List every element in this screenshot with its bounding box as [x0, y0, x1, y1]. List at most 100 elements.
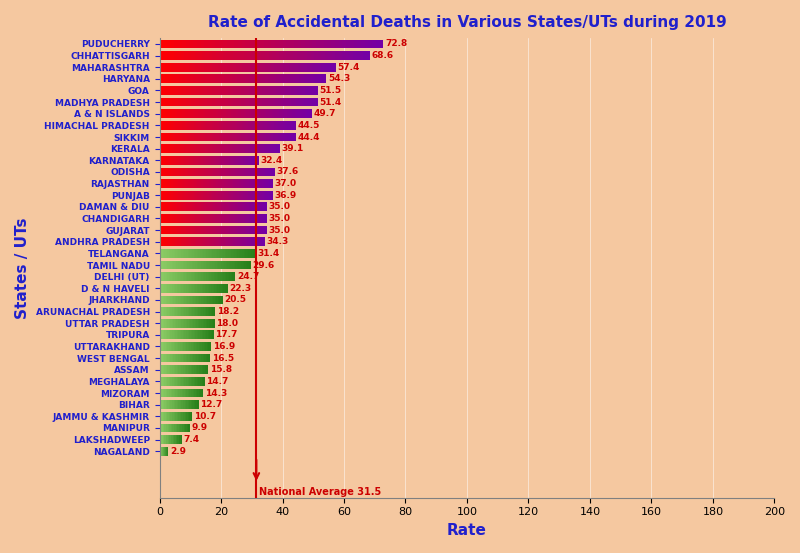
Bar: [192, 272, 194, 281]
Bar: [188, 237, 190, 246]
Bar: [276, 75, 279, 83]
Bar: [186, 295, 187, 304]
Bar: [203, 109, 206, 118]
Bar: [179, 237, 181, 246]
Bar: [204, 319, 206, 327]
Bar: [189, 133, 191, 142]
Bar: [241, 191, 242, 200]
Bar: [187, 144, 190, 153]
Bar: [250, 121, 253, 130]
Bar: [179, 214, 181, 223]
Bar: [205, 331, 206, 339]
Bar: [376, 40, 380, 48]
Bar: [212, 307, 214, 316]
Bar: [295, 63, 298, 71]
Bar: [282, 109, 284, 118]
Bar: [194, 133, 196, 142]
Bar: [164, 260, 166, 269]
Bar: [170, 412, 172, 421]
Bar: [162, 109, 165, 118]
Bar: [226, 260, 227, 269]
Bar: [219, 40, 223, 48]
Bar: [335, 51, 339, 60]
Bar: [264, 40, 268, 48]
Bar: [242, 133, 244, 142]
Bar: [237, 168, 238, 176]
Bar: [184, 307, 186, 316]
Bar: [187, 377, 189, 386]
Bar: [194, 121, 196, 130]
Bar: [166, 144, 167, 153]
Bar: [176, 202, 178, 211]
Bar: [178, 342, 180, 351]
Bar: [197, 366, 198, 374]
Bar: [159, 272, 161, 281]
Bar: [189, 249, 190, 258]
Bar: [174, 354, 175, 362]
Bar: [244, 237, 246, 246]
Bar: [280, 133, 282, 142]
Bar: [226, 214, 228, 223]
Bar: [241, 109, 243, 118]
Bar: [197, 354, 198, 362]
Bar: [185, 342, 186, 351]
Bar: [223, 86, 226, 95]
Bar: [198, 342, 199, 351]
Bar: [239, 191, 241, 200]
Bar: [220, 98, 222, 107]
Bar: [248, 168, 250, 176]
Bar: [289, 98, 291, 107]
Bar: [186, 331, 187, 339]
Bar: [254, 249, 256, 258]
Bar: [244, 202, 246, 211]
Bar: [206, 63, 210, 71]
Bar: [175, 260, 177, 269]
Bar: [214, 307, 215, 316]
Bar: [202, 226, 204, 234]
Bar: [185, 412, 186, 421]
Bar: [198, 237, 200, 246]
Bar: [292, 109, 294, 118]
Bar: [159, 179, 162, 188]
Bar: [169, 342, 170, 351]
Bar: [268, 75, 271, 83]
Bar: [233, 226, 235, 234]
Bar: [159, 412, 161, 421]
Bar: [194, 249, 195, 258]
Bar: [163, 40, 167, 48]
Bar: [237, 214, 238, 223]
Bar: [182, 133, 185, 142]
Bar: [174, 284, 175, 293]
Bar: [161, 284, 162, 293]
Bar: [372, 40, 376, 48]
Bar: [244, 51, 247, 60]
Bar: [186, 168, 189, 176]
Bar: [204, 260, 206, 269]
Bar: [196, 168, 198, 176]
Text: 68.6: 68.6: [372, 51, 394, 60]
Bar: [182, 144, 183, 153]
Bar: [235, 202, 237, 211]
Bar: [175, 319, 177, 327]
Bar: [185, 133, 187, 142]
Bar: [191, 342, 193, 351]
Bar: [286, 40, 290, 48]
Bar: [270, 86, 273, 95]
Bar: [217, 226, 218, 234]
Bar: [246, 75, 249, 83]
Bar: [215, 226, 217, 234]
Bar: [194, 307, 195, 316]
Bar: [210, 63, 213, 71]
Bar: [265, 98, 267, 107]
Bar: [254, 179, 256, 188]
Bar: [192, 307, 194, 316]
Bar: [192, 295, 194, 304]
Bar: [231, 249, 233, 258]
Bar: [187, 260, 189, 269]
Bar: [159, 389, 161, 398]
Bar: [170, 272, 172, 281]
Bar: [226, 51, 230, 60]
Bar: [220, 284, 222, 293]
Bar: [207, 133, 210, 142]
Bar: [188, 400, 190, 409]
